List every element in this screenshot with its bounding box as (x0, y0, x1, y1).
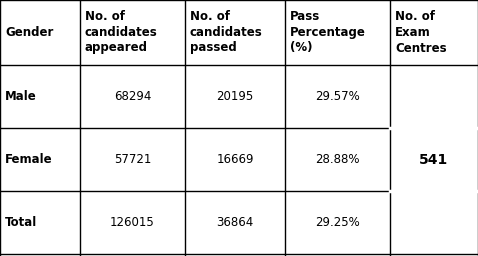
Text: 36864: 36864 (217, 216, 254, 229)
Text: Total: Total (5, 216, 37, 229)
Text: Gender: Gender (5, 26, 54, 39)
Text: 29.25%: 29.25% (315, 216, 360, 229)
Text: 126015: 126015 (110, 216, 155, 229)
Text: 68294: 68294 (114, 90, 151, 103)
Text: No. of
Exam
Centres: No. of Exam Centres (395, 10, 446, 55)
Text: 16669: 16669 (216, 153, 254, 166)
Text: 29.57%: 29.57% (315, 90, 360, 103)
Text: 541: 541 (419, 153, 449, 166)
Text: No. of
candidates
passed: No. of candidates passed (190, 10, 263, 55)
Text: 20195: 20195 (217, 90, 254, 103)
Text: No. of
candidates
appeared: No. of candidates appeared (85, 10, 158, 55)
Text: Pass
Percentage
(%): Pass Percentage (%) (290, 10, 366, 55)
Text: 28.88%: 28.88% (315, 153, 360, 166)
Text: 57721: 57721 (114, 153, 151, 166)
Text: Female: Female (5, 153, 53, 166)
Text: Male: Male (5, 90, 37, 103)
